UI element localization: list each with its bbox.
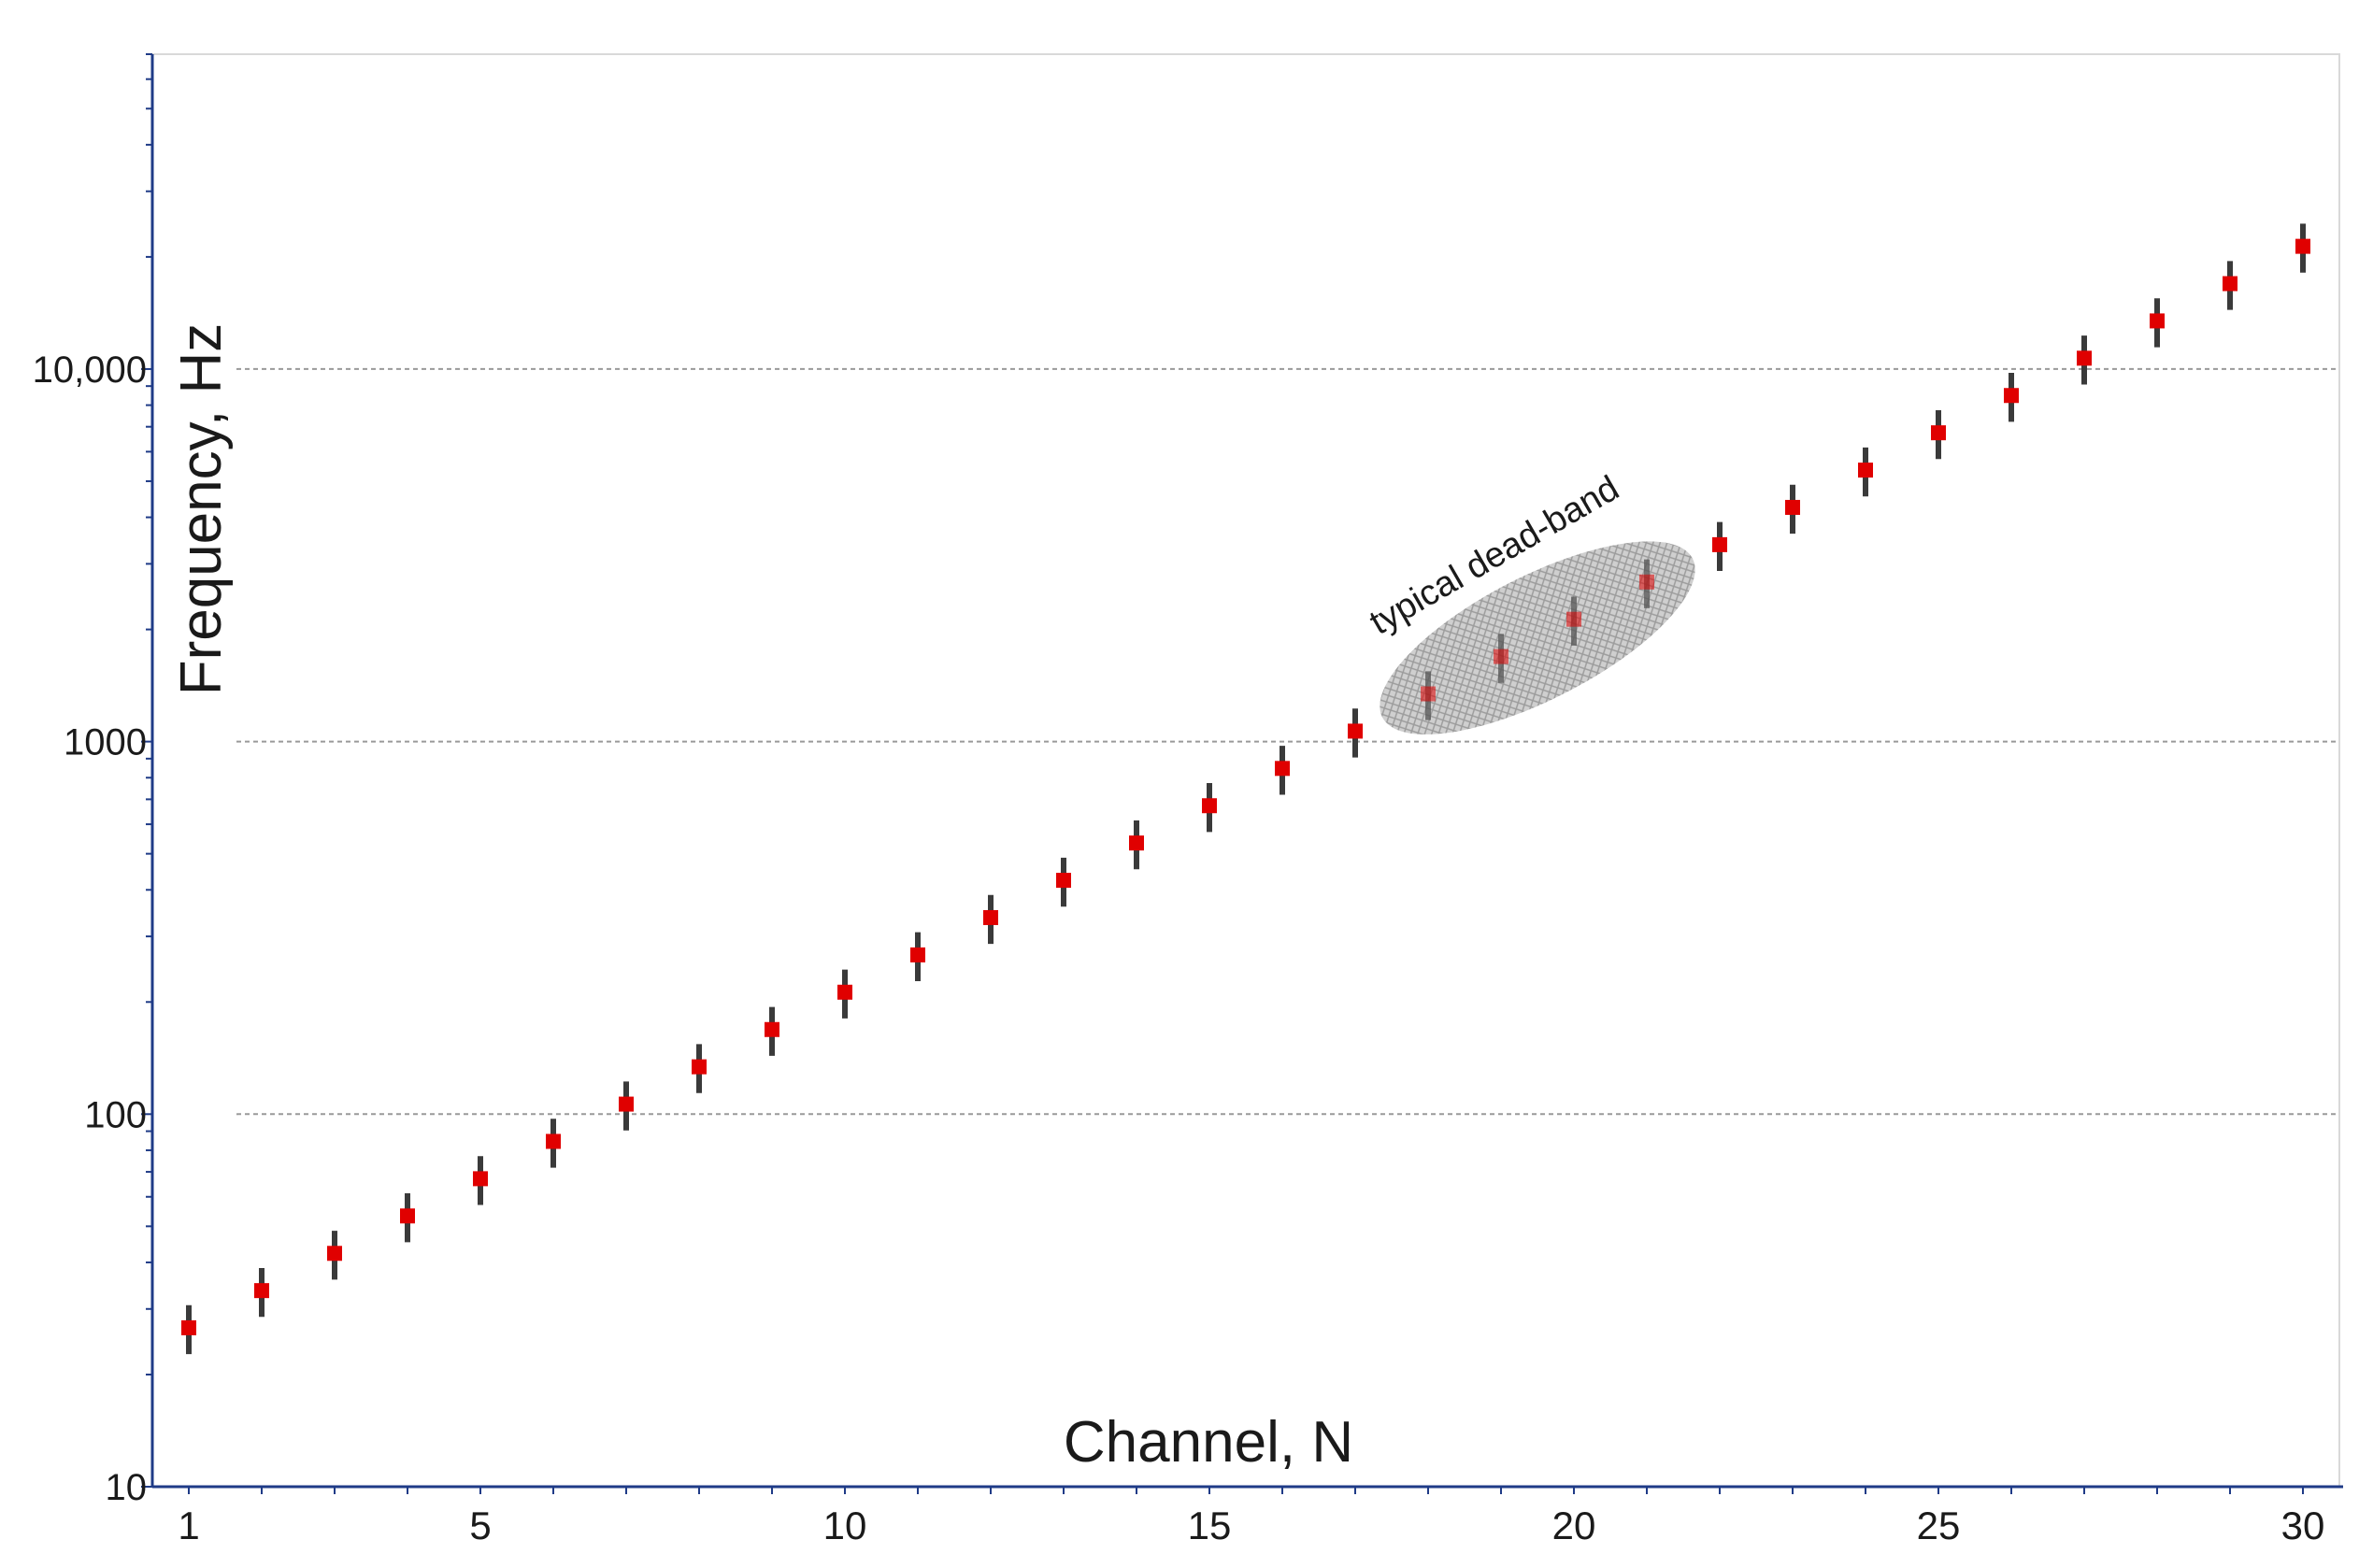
data-point (2223, 276, 2237, 292)
data-point (1202, 798, 1217, 814)
x-tick-label: 25 (1917, 1504, 1961, 1547)
data-point (327, 1246, 342, 1262)
y-axis-label: Frequency, Hz (169, 323, 234, 696)
data-point (1931, 425, 1946, 441)
y-tick-label: 10 (106, 1467, 148, 1508)
data-point (181, 1319, 196, 1335)
data-points (181, 223, 2310, 1355)
data-point (1494, 649, 1508, 664)
axes (141, 53, 2343, 1494)
data-point (692, 1059, 707, 1075)
data-point (2077, 350, 2092, 366)
data-point (1858, 463, 1873, 478)
x-tick-label: 30 (2281, 1504, 2325, 1547)
data-point (1712, 536, 1727, 552)
plot-frame (151, 53, 2340, 1488)
data-point (2004, 388, 2019, 404)
data-point (254, 1283, 269, 1299)
data-point (765, 1021, 779, 1037)
data-point (983, 909, 998, 925)
dead-band-ellipse (1380, 541, 1695, 734)
dead-band-annotation (1380, 541, 1695, 734)
data-point (400, 1208, 415, 1224)
data-point (910, 947, 925, 962)
data-point (837, 984, 852, 1000)
data-point (473, 1171, 488, 1187)
x-axis-label: Channel, N (1064, 1410, 1353, 1475)
y-tick-label: 10,000 (33, 349, 147, 391)
data-point (546, 1133, 561, 1149)
data-point (1275, 761, 1290, 777)
x-tick-label: 5 (469, 1504, 491, 1547)
data-point (1566, 611, 1581, 627)
data-point (1129, 835, 1144, 851)
data-point (2150, 313, 2165, 329)
x-tick-label: 20 (1552, 1504, 1596, 1547)
grid-lines (236, 367, 2339, 1116)
data-point (619, 1096, 634, 1112)
x-tick-label: 10 (823, 1504, 867, 1547)
data-point (1421, 686, 1436, 702)
y-tick-label: 1000 (64, 722, 147, 763)
data-point (1785, 499, 1800, 515)
x-tick-label: 1 (178, 1504, 199, 1547)
data-point (2295, 238, 2310, 254)
data-point (1348, 723, 1363, 739)
data-point (1639, 574, 1654, 590)
data-point (1056, 873, 1071, 889)
y-tick-label: 100 (84, 1094, 147, 1135)
x-tick-label: 15 (1188, 1504, 1232, 1547)
